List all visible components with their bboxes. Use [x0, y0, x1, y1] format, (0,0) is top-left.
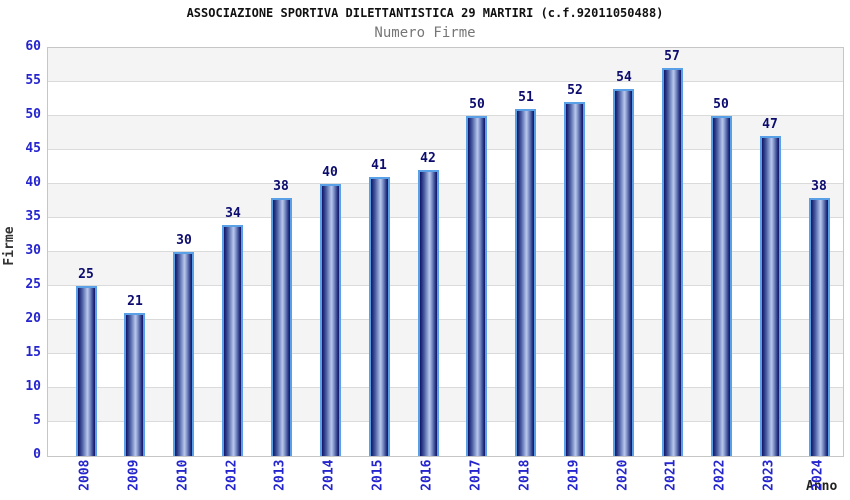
gridline	[48, 353, 843, 354]
bar-value-label: 38	[273, 179, 289, 194]
y-tick-label: 55	[25, 73, 41, 88]
bar-value-label: 40	[322, 165, 338, 180]
x-tick-label-2014: 2014	[321, 459, 337, 491]
gridline	[48, 421, 843, 422]
plot-area: 25 21 30 34 38 40 41 42 50 51 52 54 57 50 47 38	[47, 47, 844, 457]
bar-value-label: 50	[469, 97, 485, 112]
x-tick-label-2024: 2024	[810, 459, 826, 491]
bar-value-label: 38	[811, 179, 827, 194]
gridline	[48, 217, 843, 218]
gridline	[48, 81, 843, 82]
y-tick-label: 35	[25, 209, 41, 224]
bar-2018	[515, 109, 536, 456]
chart-title: ASSOCIAZIONE SPORTIVA DILETTANTISTICA 29…	[186, 6, 664, 20]
bar-2021	[662, 68, 683, 456]
bar-2019	[564, 102, 585, 456]
x-tick-label-2020: 2020	[615, 459, 631, 491]
gridline	[48, 115, 843, 116]
bar-value-label: 50	[713, 97, 729, 112]
gridline	[48, 319, 843, 320]
y-tick-label: 10	[25, 379, 41, 394]
bar-value-label: 25	[78, 267, 94, 282]
gridline	[48, 183, 843, 184]
bar-value-label: 41	[371, 158, 387, 173]
bar-2020	[613, 89, 634, 456]
x-axis-title: Anno	[806, 479, 838, 494]
x-tick-label-2017: 2017	[468, 459, 484, 491]
bar-2008	[76, 286, 97, 456]
y-tick-label: 60	[25, 39, 41, 54]
bar-2013	[271, 198, 292, 456]
y-tick-label: 0	[33, 447, 41, 462]
x-tick-label-2010: 2010	[175, 459, 191, 491]
bar-2014	[320, 184, 341, 456]
y-tick-label: 30	[25, 243, 41, 258]
bar-value-label: 30	[176, 233, 192, 248]
gridline	[48, 149, 843, 150]
y-tick-label: 25	[25, 277, 41, 292]
x-tick-label-2013: 2013	[272, 459, 288, 491]
x-tick-label-2023: 2023	[761, 459, 777, 491]
bar-value-label: 21	[127, 294, 143, 309]
bar-2022	[711, 116, 732, 456]
y-tick-label: 45	[25, 141, 41, 156]
y-tick-label: 15	[25, 345, 41, 360]
bar-value-label: 54	[616, 70, 632, 85]
bar-value-label: 34	[225, 206, 241, 221]
bar-2017	[466, 116, 487, 456]
y-tick-label: 40	[25, 175, 41, 190]
y-tick-label: 5	[33, 413, 41, 428]
x-tick-label-2022: 2022	[712, 459, 728, 491]
x-tick-label-2018: 2018	[517, 459, 533, 491]
bar-value-label: 57	[664, 49, 680, 64]
bar-2015	[369, 177, 390, 456]
gridline	[48, 285, 843, 286]
bar-2010	[173, 252, 194, 456]
x-tick-label-2015: 2015	[370, 459, 386, 491]
bar-value-label: 47	[762, 117, 778, 132]
x-tick-label-2016: 2016	[419, 459, 435, 491]
bar-2023	[760, 136, 781, 456]
y-tick-label: 50	[25, 107, 41, 122]
chart-subtitle: Numero Firme	[374, 25, 476, 41]
bar-value-label: 52	[567, 83, 583, 98]
x-tick-label-2021: 2021	[663, 459, 679, 491]
y-tick-label: 20	[25, 311, 41, 326]
bar-2012	[222, 225, 243, 456]
gridline	[48, 387, 843, 388]
gridline	[48, 251, 843, 252]
x-tick-label-2008: 2008	[77, 459, 93, 491]
bar-value-label: 42	[420, 151, 436, 166]
bar-2016	[418, 170, 439, 456]
x-tick-label-2019: 2019	[566, 459, 582, 491]
bar-2009	[124, 313, 145, 456]
x-tick-label-2012: 2012	[224, 459, 240, 491]
x-tick-label-2009: 2009	[126, 459, 142, 491]
bar-value-label: 51	[518, 90, 534, 105]
bar-2024	[809, 198, 830, 456]
